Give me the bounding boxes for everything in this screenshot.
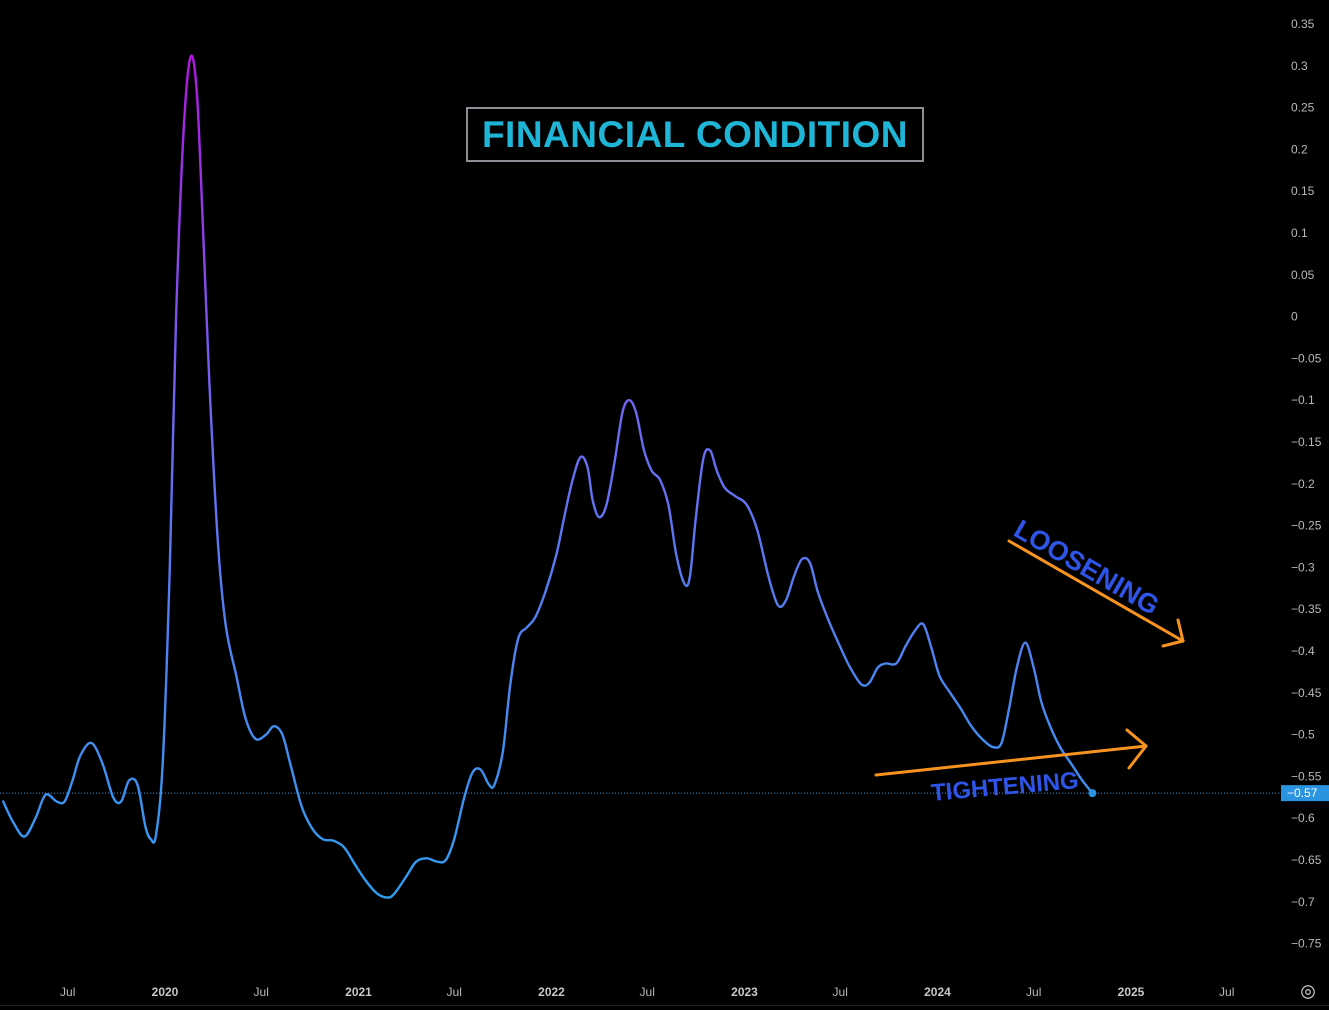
y-tick-label: −0.3	[1291, 560, 1315, 574]
y-tick-label: 0.2	[1291, 142, 1308, 156]
y-tick-label: 0.3	[1291, 59, 1308, 73]
y-tick-label: −0.4	[1291, 644, 1315, 658]
y-tick-label: 0	[1291, 310, 1298, 324]
y-tick-label: −0.7	[1291, 895, 1315, 909]
y-tick-label: 0.35	[1291, 17, 1315, 31]
x-tick-label: 2024	[924, 985, 951, 999]
chart-title: FINANCIAL CONDITION	[481, 113, 909, 155]
x-tick-label: Jul	[1219, 985, 1234, 999]
x-tick-label: Jul	[254, 985, 269, 999]
y-tick-label: −0.55	[1291, 769, 1322, 783]
loosening-arrow	[1007, 539, 1185, 648]
x-tick-label: Jul	[447, 985, 462, 999]
x-tick-label: Jul	[1026, 985, 1041, 999]
x-tick-label: Jul	[60, 985, 75, 999]
y-tick-label: −0.2	[1291, 477, 1315, 491]
settings-button[interactable]	[1299, 983, 1317, 1001]
y-tick-label: 0.25	[1291, 101, 1315, 115]
x-tick-label: 2020	[152, 985, 179, 999]
y-tick-label: 0.1	[1291, 226, 1308, 240]
y-tick-label: −0.75	[1291, 937, 1322, 951]
y-tick-label: −0.25	[1291, 519, 1322, 533]
y-tick-label: −0.05	[1291, 351, 1322, 365]
y-tick-label: −0.35	[1291, 602, 1322, 616]
last-point-marker	[1088, 789, 1097, 798]
series-line	[2, 54, 1094, 899]
y-tick-label: −0.5	[1291, 728, 1315, 742]
y-tick-label: −0.65	[1291, 853, 1322, 867]
x-tick-label: 2023	[731, 985, 758, 999]
y-tick-label: 0.15	[1291, 184, 1315, 198]
x-axis: Jul 2020 Jul 2021 Jul 2022 Jul 2023 Jul 2024 Jul 20…	[60, 985, 1234, 999]
x-tick-label: 2021	[345, 985, 372, 999]
y-tick-label: −0.6	[1291, 811, 1315, 825]
current-value-label: −0.57	[1287, 786, 1318, 800]
x-tick-label: Jul	[833, 985, 848, 999]
chart-title-box: FINANCIAL CONDITION	[466, 107, 924, 162]
x-tick-label: 2022	[538, 985, 565, 999]
y-tick-label: −0.15	[1291, 435, 1322, 449]
y-tick-label: −0.45	[1291, 686, 1322, 700]
y-tick-label: 0.05	[1291, 268, 1315, 282]
gear-icon	[1301, 985, 1315, 999]
y-tick-label: −0.1	[1291, 393, 1315, 407]
y-axis: 0.35 0.3 0.25 0.2 0.15 0.1 0.05 0 −0.05 −0.1 −0.15…	[1291, 17, 1322, 951]
current-value-badge-bg	[1281, 785, 1329, 802]
tightening-arrow	[874, 728, 1148, 777]
bottom-border	[0, 1005, 1329, 1006]
x-tick-label: 2025	[1118, 985, 1145, 999]
x-tick-label: Jul	[640, 985, 655, 999]
current-value-badge: −0.57	[1281, 785, 1329, 802]
